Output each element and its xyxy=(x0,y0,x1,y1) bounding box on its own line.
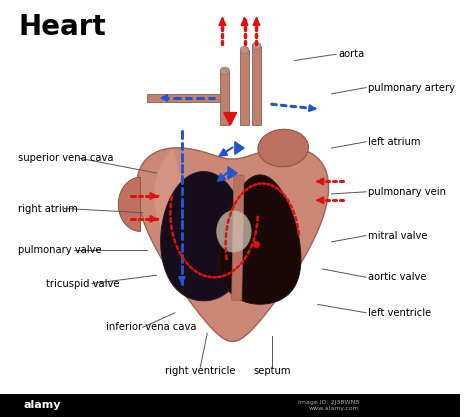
Text: pulmonary artery: pulmonary artery xyxy=(368,83,456,93)
Polygon shape xyxy=(118,177,140,231)
Text: Heart: Heart xyxy=(18,13,106,40)
Text: aortic valve: aortic valve xyxy=(368,272,427,282)
Polygon shape xyxy=(252,46,261,125)
Text: left ventricle: left ventricle xyxy=(368,308,432,318)
Polygon shape xyxy=(240,50,249,125)
Polygon shape xyxy=(235,142,244,154)
Text: mitral valve: mitral valve xyxy=(368,231,428,241)
Ellipse shape xyxy=(217,211,251,252)
Text: alamy: alamy xyxy=(23,400,61,410)
Text: left atrium: left atrium xyxy=(368,137,421,147)
Text: aorta: aorta xyxy=(338,49,365,59)
Polygon shape xyxy=(0,394,460,417)
Polygon shape xyxy=(219,175,301,304)
Polygon shape xyxy=(147,94,220,102)
Ellipse shape xyxy=(240,46,249,54)
Ellipse shape xyxy=(220,67,229,75)
Polygon shape xyxy=(228,167,237,179)
Text: pulmonary vein: pulmonary vein xyxy=(368,187,447,197)
Polygon shape xyxy=(220,71,229,125)
Text: right ventricle: right ventricle xyxy=(165,366,236,376)
Ellipse shape xyxy=(252,42,261,50)
Text: septum: septum xyxy=(253,366,291,376)
Text: Image ID: 2J38WN8
www.alamy.com: Image ID: 2J38WN8 www.alamy.com xyxy=(298,400,359,411)
Text: pulmonary valve: pulmonary valve xyxy=(18,245,102,255)
Polygon shape xyxy=(224,113,237,125)
Polygon shape xyxy=(154,149,201,254)
Text: right atrium: right atrium xyxy=(18,203,78,214)
Polygon shape xyxy=(137,148,328,342)
Text: tricuspid valve: tricuspid valve xyxy=(46,279,119,289)
Text: superior vena cava: superior vena cava xyxy=(18,153,114,163)
Text: inferior vena cava: inferior vena cava xyxy=(106,322,196,332)
Polygon shape xyxy=(232,175,244,300)
Ellipse shape xyxy=(258,129,309,167)
Polygon shape xyxy=(161,171,246,301)
